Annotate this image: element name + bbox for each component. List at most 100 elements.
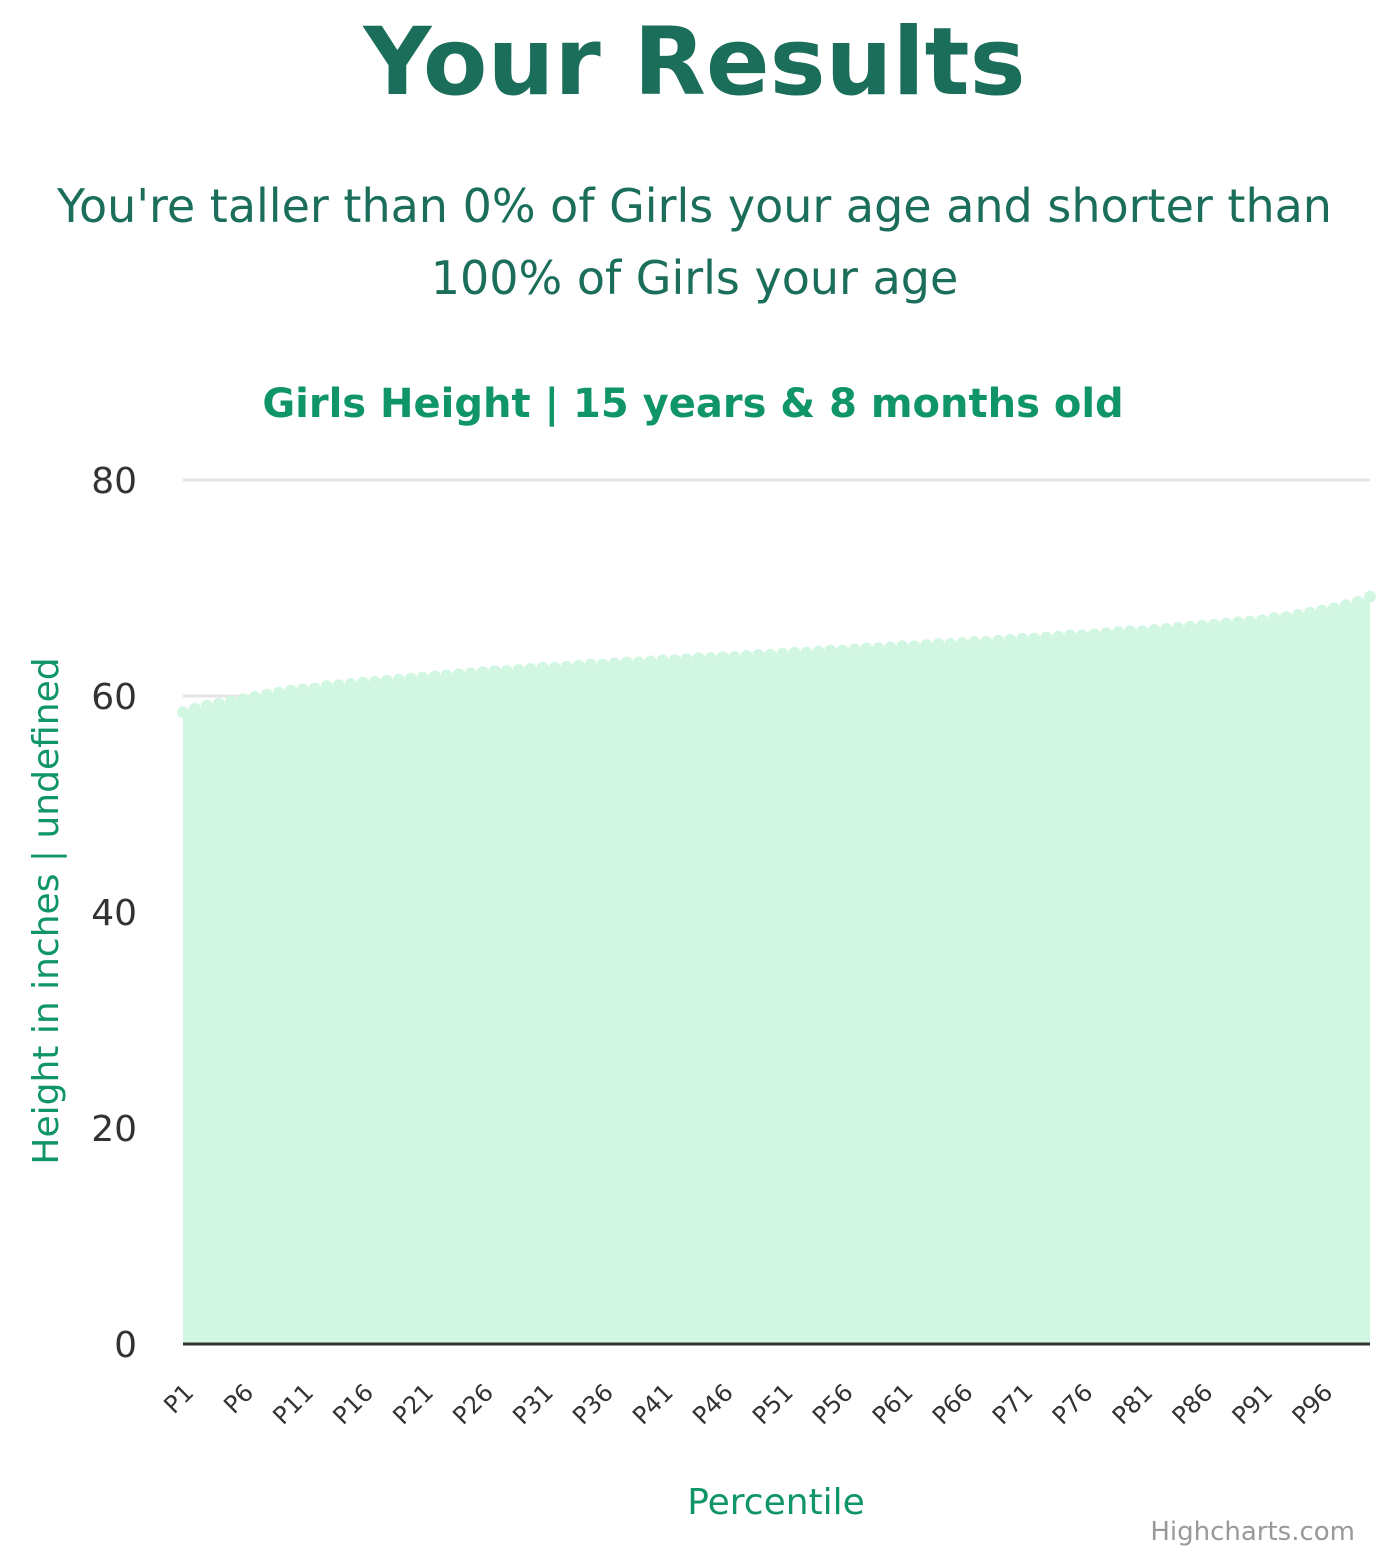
data-point-P48[interactable] — [740, 650, 753, 663]
data-point-P50[interactable] — [764, 648, 777, 661]
data-point-P20[interactable] — [404, 672, 417, 685]
data-point-P100[interactable] — [1364, 590, 1376, 603]
data-point-P49[interactable] — [752, 648, 765, 661]
data-point-P32[interactable] — [548, 661, 561, 674]
data-point-P35[interactable] — [584, 658, 597, 671]
data-point-P6[interactable] — [236, 693, 249, 706]
data-point-P40[interactable] — [644, 655, 657, 668]
data-point-P53[interactable] — [800, 646, 813, 659]
data-point-P93[interactable] — [1280, 611, 1293, 624]
data-point-P77[interactable] — [1088, 628, 1101, 641]
data-point-P99[interactable] — [1352, 596, 1365, 609]
data-point-P85[interactable] — [1184, 620, 1197, 633]
data-point-P76[interactable] — [1076, 629, 1089, 642]
data-point-P21[interactable] — [416, 671, 429, 684]
data-point-P28[interactable] — [500, 665, 513, 678]
data-point-P61[interactable] — [896, 640, 909, 653]
data-point-P58[interactable] — [860, 642, 873, 655]
data-point-P64[interactable] — [932, 638, 945, 651]
data-point-P60[interactable] — [884, 641, 897, 654]
data-point-P75[interactable] — [1064, 629, 1077, 642]
data-point-P67[interactable] — [968, 636, 981, 648]
data-point-P12[interactable] — [308, 682, 321, 695]
data-point-P11[interactable] — [296, 683, 309, 696]
data-point-P70[interactable] — [1004, 633, 1017, 646]
data-point-P62[interactable] — [908, 640, 921, 653]
data-point-P41[interactable] — [656, 654, 669, 667]
data-point-P51[interactable] — [776, 647, 789, 660]
data-point-P22[interactable] — [428, 670, 441, 683]
data-point-P2[interactable] — [188, 702, 201, 715]
data-point-P82[interactable] — [1148, 624, 1161, 637]
data-point-P15[interactable] — [344, 678, 357, 691]
data-point-P56[interactable] — [836, 644, 849, 657]
data-point-P18[interactable] — [380, 674, 393, 687]
data-point-P44[interactable] — [692, 652, 705, 665]
data-point-P8[interactable] — [260, 688, 273, 701]
data-point-P79[interactable] — [1112, 626, 1125, 639]
data-point-P72[interactable] — [1028, 632, 1041, 645]
data-point-P71[interactable] — [1016, 632, 1029, 645]
data-point-P36[interactable] — [596, 658, 609, 671]
data-point-P65[interactable] — [944, 638, 957, 651]
data-point-P29[interactable] — [512, 664, 525, 677]
data-point-P54[interactable] — [812, 645, 825, 658]
data-point-P69[interactable] — [992, 634, 1005, 647]
data-point-P39[interactable] — [632, 656, 645, 669]
data-point-P81[interactable] — [1136, 625, 1149, 638]
data-point-P17[interactable] — [368, 675, 381, 688]
data-point-P83[interactable] — [1160, 623, 1173, 636]
data-point-P24[interactable] — [452, 668, 465, 681]
data-point-P31[interactable] — [536, 661, 549, 674]
data-point-P43[interactable] — [680, 653, 693, 666]
data-point-P66[interactable] — [956, 637, 969, 650]
data-point-P13[interactable] — [320, 680, 333, 693]
data-point-P94[interactable] — [1292, 609, 1305, 621]
data-point-P97[interactable] — [1328, 602, 1341, 615]
data-point-P1[interactable] — [177, 706, 189, 719]
data-point-P68[interactable] — [980, 636, 993, 648]
data-point-P55[interactable] — [824, 644, 837, 657]
data-point-P74[interactable] — [1052, 630, 1065, 643]
data-point-P73[interactable] — [1040, 631, 1053, 644]
data-point-P5[interactable] — [224, 695, 237, 708]
data-point-P9[interactable] — [272, 686, 285, 699]
data-point-P86[interactable] — [1196, 619, 1209, 632]
data-point-P90[interactable] — [1244, 615, 1257, 628]
data-point-P52[interactable] — [788, 646, 801, 659]
data-point-P34[interactable] — [572, 659, 585, 672]
data-point-P91[interactable] — [1256, 614, 1269, 627]
data-point-P59[interactable] — [872, 642, 885, 655]
data-point-P88[interactable] — [1220, 617, 1233, 630]
data-point-P80[interactable] — [1124, 625, 1137, 638]
data-point-P57[interactable] — [848, 643, 861, 656]
data-point-P7[interactable] — [248, 691, 261, 704]
data-point-P26[interactable] — [476, 666, 489, 679]
data-point-P84[interactable] — [1172, 621, 1185, 634]
data-point-P16[interactable] — [356, 677, 369, 690]
data-point-P92[interactable] — [1268, 612, 1281, 625]
data-point-P14[interactable] — [332, 679, 345, 692]
data-point-P19[interactable] — [392, 673, 405, 686]
data-point-P37[interactable] — [608, 657, 621, 670]
data-point-P46[interactable] — [716, 651, 729, 664]
data-point-P38[interactable] — [620, 656, 633, 669]
data-point-P98[interactable] — [1340, 599, 1353, 612]
data-point-P27[interactable] — [488, 665, 501, 678]
data-point-P42[interactable] — [668, 654, 681, 667]
data-point-P4[interactable] — [212, 697, 225, 710]
data-point-P23[interactable] — [440, 669, 453, 682]
data-point-P78[interactable] — [1100, 627, 1113, 640]
data-point-P87[interactable] — [1208, 618, 1221, 631]
data-point-P63[interactable] — [920, 639, 933, 652]
data-point-P96[interactable] — [1316, 604, 1329, 617]
data-point-P95[interactable] — [1304, 606, 1317, 619]
data-point-P3[interactable] — [200, 699, 213, 712]
data-point-P89[interactable] — [1232, 616, 1245, 629]
data-point-P25[interactable] — [464, 667, 477, 680]
data-point-P30[interactable] — [524, 663, 537, 675]
data-point-P33[interactable] — [560, 660, 573, 673]
data-point-P47[interactable] — [728, 651, 741, 664]
highcharts-credits-link[interactable]: Highcharts.com — [1150, 1517, 1355, 1547]
data-point-P45[interactable] — [704, 652, 717, 665]
